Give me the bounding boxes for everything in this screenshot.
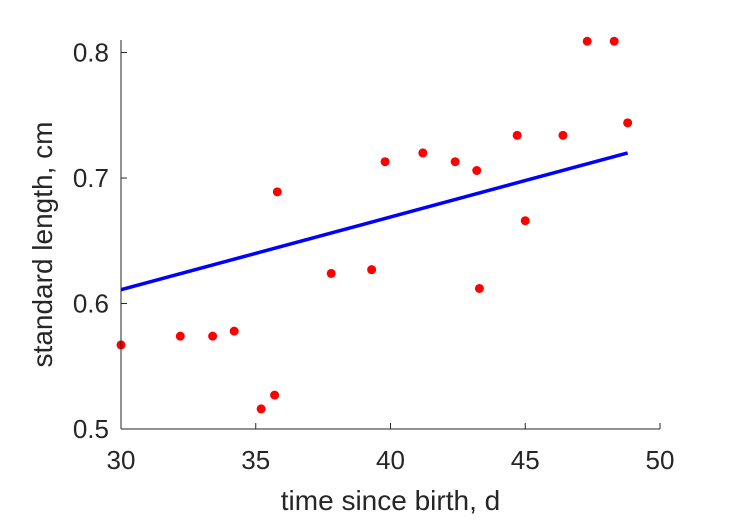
- data-point: [380, 157, 390, 167]
- y-tick-label: 0.8: [73, 38, 109, 68]
- plot-area: [116, 36, 633, 414]
- data-point: [474, 283, 484, 293]
- data-point: [520, 216, 530, 226]
- data-point: [623, 118, 633, 128]
- data-point: [472, 166, 482, 176]
- data-point: [175, 331, 185, 341]
- x-tick-label: 40: [376, 445, 405, 475]
- y-tick-label: 0.7: [73, 163, 109, 193]
- data-point: [326, 268, 336, 278]
- data-point: [272, 187, 282, 197]
- data-point: [367, 265, 377, 275]
- x-axis-label: time since birth, d: [281, 485, 500, 516]
- x-tick-label: 30: [107, 445, 136, 475]
- axes: [120, 40, 660, 430]
- data-point: [270, 390, 280, 400]
- data-point: [609, 36, 619, 46]
- data-point: [512, 130, 522, 140]
- y-axis-ticks: 0.5 0.6 0.7 0.8: [73, 38, 127, 444]
- fit-line: [120, 151, 629, 292]
- y-axis-label: standard length, cm: [27, 122, 58, 368]
- y-tick-label: 0.5: [73, 414, 109, 444]
- data-point: [256, 404, 266, 414]
- data-point: [208, 331, 218, 341]
- x-tick-label: 45: [511, 445, 540, 475]
- data-point: [450, 157, 460, 167]
- data-point: [582, 36, 592, 46]
- data-point: [558, 130, 568, 140]
- y-tick-label: 0.6: [73, 289, 109, 319]
- x-axis-ticks: 30 35 40 45 50: [107, 423, 675, 475]
- x-tick-label: 35: [241, 445, 270, 475]
- x-tick-label: 50: [646, 445, 675, 475]
- data-point: [229, 326, 239, 336]
- data-point: [418, 148, 428, 158]
